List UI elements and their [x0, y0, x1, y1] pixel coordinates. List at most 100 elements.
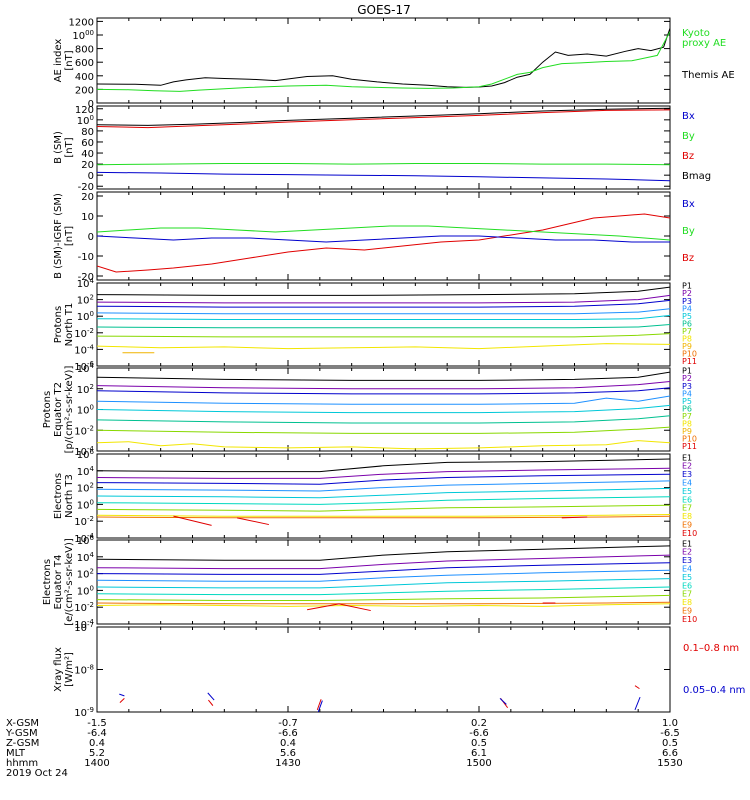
y-axis-label: [e/(cm²-s-sr-keV)] [64, 538, 75, 626]
legend-item: E3 [682, 556, 692, 565]
footer-row-value: 6.1 [471, 748, 487, 759]
series-line [97, 603, 670, 607]
legend-item: E2 [682, 548, 692, 557]
y-tick-label: 20 [81, 160, 94, 171]
panel-frame [96, 539, 671, 625]
y-tick-label: 120 [75, 105, 94, 116]
data-segment [317, 700, 323, 712]
y-tick-label: 1200 [69, 17, 94, 28]
data-layer [97, 458, 670, 526]
legend-item: E7 [682, 590, 692, 599]
series-line [97, 426, 670, 434]
series-line [97, 415, 670, 424]
y-tick-label: 106 [77, 534, 95, 547]
footer-row-value: 1430 [275, 758, 300, 769]
legend-item: Bx [682, 111, 695, 122]
legend-item: E6 [682, 495, 692, 504]
footer-row-value: -6.4 [87, 728, 107, 739]
series-line [97, 371, 670, 381]
legend-item: E4 [682, 565, 692, 574]
y-tick-label: 10-4 [74, 343, 94, 356]
series-line [97, 458, 670, 473]
footer-row-label: Z-GSM [6, 738, 39, 749]
legend-item: E1 [682, 539, 692, 548]
y-tick-label: 104 [77, 551, 95, 564]
data-layer [97, 371, 670, 450]
series-line [97, 545, 670, 561]
series-line [97, 294, 670, 304]
footer-row-value: 5.2 [89, 748, 105, 759]
y-tick-label: 104 [77, 465, 95, 478]
y-tick-label: 10-8 [74, 664, 94, 677]
footer-row-label: hhmm [6, 758, 38, 769]
y-axis-label: [nT] [64, 50, 75, 70]
series-line [97, 601, 670, 605]
legend-item: P8 [682, 419, 692, 428]
series-line [97, 31, 670, 92]
series-line [97, 514, 670, 517]
y-tick-label: 102 [77, 294, 94, 307]
series-line [97, 395, 670, 405]
y-tick-label: -20 [78, 272, 94, 283]
series-line [97, 404, 670, 414]
legend-item: E10 [682, 529, 697, 538]
footer-row-value: -0.7 [278, 718, 298, 729]
footer-row-value: 0.5 [662, 738, 678, 749]
y-tick-label: 10-2 [74, 327, 94, 340]
time-axis-footer: X-GSM-1.5-0.70.21.01.9Y-GSM-6.4-6.6-6.6-… [5, 718, 683, 779]
footer-date: 2019 Oct 24 [6, 768, 68, 779]
series-line [97, 28, 670, 88]
y-axis-label: Equator T2 [53, 382, 64, 437]
data-layer [97, 213, 670, 273]
y-axis-label: Protons [53, 306, 64, 343]
legend-item: 0.05–0.4 nm [683, 685, 745, 696]
data-segment [236, 517, 270, 526]
panel-frame [96, 453, 671, 539]
data-segment [316, 699, 322, 711]
series-line [97, 515, 670, 519]
legend-item: E2 [682, 462, 692, 471]
legend-item: P2 [682, 374, 692, 383]
y-tick-label: 10-4 [74, 618, 94, 631]
y-tick-label: 60 [81, 138, 94, 149]
footer-row-value: -1.5 [87, 718, 107, 729]
data-segment [499, 698, 507, 705]
series-line [97, 163, 670, 166]
legend-item: E1 [682, 453, 692, 462]
y-axis-label: [nT] [64, 226, 75, 246]
legend-item: E5 [682, 573, 692, 582]
series-line [97, 109, 670, 129]
series-line [97, 299, 670, 308]
series-line [97, 308, 670, 315]
data-segment [119, 693, 125, 697]
chart-panel-3: -20 -10 0 10 20 B (SM)-IGRF (SM) [nT] Bx By Bz [53, 191, 695, 283]
data-segment [208, 699, 214, 706]
footer-row-value: -6.6 [469, 728, 489, 739]
footer-row-value: 1400 [84, 758, 109, 769]
series-line [97, 578, 670, 589]
legend-item: P4 [682, 304, 692, 313]
legend-item: P5 [682, 397, 692, 406]
y-axis-label: Electrons [42, 559, 53, 605]
y-tick-label: 102 [77, 383, 94, 396]
legend-item: P7 [682, 412, 692, 421]
legend-item: P11 [682, 357, 697, 366]
legend-item: P6 [682, 319, 692, 328]
y-tick-label: 10-2 [74, 515, 94, 528]
y-tick-label: 200 [75, 85, 94, 96]
legend-item: P10 [682, 435, 697, 444]
y-tick-label: 0 [88, 232, 94, 243]
legend-item: P7 [682, 327, 692, 336]
series-line [97, 324, 670, 329]
legend-item: P2 [682, 289, 692, 298]
data-layer [119, 685, 641, 712]
legend-item: E4 [682, 479, 692, 488]
y-axis-label: B (SM) [53, 131, 64, 164]
y-axis-label: North T3 [64, 474, 75, 518]
y-tick-label: 10-2 [74, 601, 94, 614]
series-line [97, 107, 670, 126]
footer-row-value: 0.4 [89, 738, 105, 749]
y-axis-label: North T1 [64, 303, 75, 347]
